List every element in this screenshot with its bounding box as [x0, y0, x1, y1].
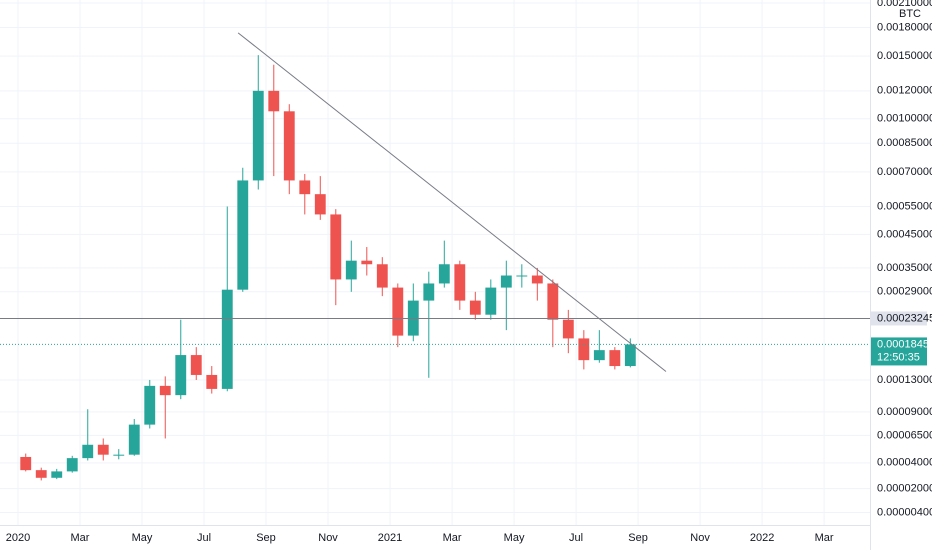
candle-body: [128, 424, 140, 455]
y-tick-label: 0.00004000: [877, 457, 932, 469]
candle-body: [531, 275, 543, 284]
candle-body: [562, 319, 574, 339]
candle-body: [299, 180, 311, 195]
x-tick-label: 2020: [6, 532, 30, 544]
candle-body: [206, 374, 218, 389]
candle-body: [82, 444, 94, 459]
candle-body: [20, 456, 32, 471]
candle-body: [624, 344, 636, 367]
candle-body: [175, 355, 187, 396]
x-tick-label: Mar: [815, 532, 834, 544]
y-tick-label: 0.00013000: [877, 374, 932, 386]
candle-body: [516, 275, 528, 277]
candle-body: [609, 350, 621, 367]
y-tick-label: 0.00045000: [877, 228, 932, 240]
price-line-label-bg: [871, 311, 927, 326]
price-line-label: 0.00023245: [877, 312, 932, 324]
y-tick-label: 0.00210000: [877, 0, 932, 9]
candle-body: [66, 458, 78, 472]
candle-body: [438, 264, 450, 284]
candle-body: [593, 350, 605, 361]
y-tick-label: 0.00009000: [877, 406, 932, 418]
x-tick-label: 2021: [378, 532, 402, 544]
y-tick-label: 0.00000400: [877, 506, 932, 518]
candle-body: [252, 90, 264, 181]
y-tick-label: 0.00100000: [877, 113, 932, 125]
x-tick-label: Mar: [71, 532, 90, 544]
candle-body: [454, 264, 466, 301]
y-tick-label: 0.00120000: [877, 85, 932, 97]
candle-body: [144, 385, 156, 425]
candle-body: [51, 471, 63, 478]
y-tick-label: 0.00006500: [877, 429, 932, 441]
y-tick-label: 0.00002000: [877, 482, 932, 494]
candle-body: [500, 275, 512, 288]
candle-body: [35, 470, 47, 478]
x-tick-label: Mar: [443, 532, 462, 544]
y-tick-label: 0.00070000: [877, 166, 932, 178]
grid: [0, 0, 870, 525]
candle-body: [237, 180, 249, 290]
candle-body: [97, 444, 109, 455]
candle-body: [330, 214, 342, 280]
candle-body: [578, 338, 590, 361]
countdown-label: 12:50:35: [877, 351, 920, 363]
y-tick-label: 0.00180000: [877, 21, 932, 33]
x-tick-label: Jul: [197, 532, 211, 544]
y-tick-label: 0.00035000: [877, 262, 932, 274]
candle-body: [345, 260, 357, 280]
candle-body: [314, 194, 326, 215]
x-tick-label: May: [504, 532, 525, 544]
candle-body: [159, 385, 171, 396]
x-tick-label: Nov: [690, 532, 710, 544]
y-tick-label: 0.00150000: [877, 50, 932, 62]
candle-body: [113, 454, 125, 456]
x-tick-label: Nov: [318, 532, 338, 544]
candle-body: [190, 355, 202, 375]
x-tick-label: May: [132, 532, 153, 544]
candle-body: [469, 300, 481, 315]
y-tick-label: 0.00029000: [877, 286, 932, 298]
x-tick-label: 2022: [750, 532, 774, 544]
last-price-label: 0.00018455: [877, 338, 932, 350]
x-tick-label: Jul: [569, 532, 583, 544]
candle-body: [547, 283, 559, 320]
trendline: [237, 32, 667, 372]
candle-body: [268, 90, 280, 112]
candle-body: [361, 260, 373, 265]
candle-body: [423, 283, 435, 301]
candle-body: [485, 287, 497, 315]
y-tick-label: 0.00085000: [877, 137, 932, 149]
currency-label: BTC: [899, 8, 921, 20]
last-price-label-bg: [871, 337, 927, 366]
x-tick-label: Sep: [628, 532, 648, 544]
x-tick-label: Sep: [256, 532, 276, 544]
candle-body: [376, 264, 388, 288]
candle-body: [283, 111, 295, 181]
candle-body: [221, 289, 233, 389]
candle-body: [392, 287, 404, 336]
y-tick-label: 0.00055000: [877, 200, 932, 212]
